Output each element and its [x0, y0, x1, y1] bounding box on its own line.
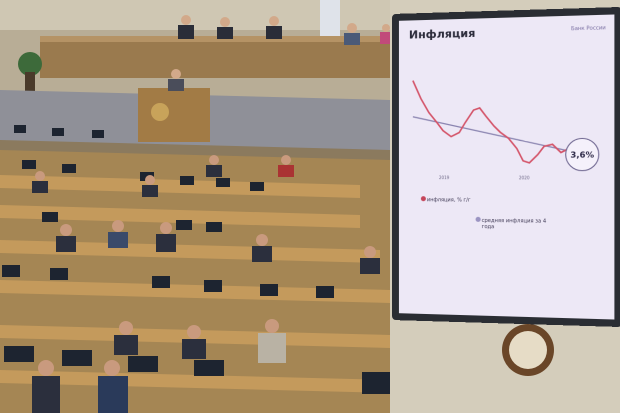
- value-badge-text: 3,6%: [570, 150, 594, 159]
- legend-dot-inflation: [421, 196, 426, 201]
- average-inflation-line: [413, 115, 576, 153]
- legend-dot-average: [476, 217, 481, 222]
- display-screen: Инфляция Банк России 2019 2020 3,6% инфл…: [392, 7, 620, 327]
- legend-average: средняя инфляция за 4 года: [482, 218, 555, 231]
- inflation-chart: [399, 14, 620, 327]
- inflation-series-line: [413, 78, 576, 163]
- tick-label: 2019: [439, 175, 449, 180]
- tick-label: 2020: [519, 175, 530, 180]
- value-badge: 3,6%: [565, 138, 599, 171]
- legend-inflation: инфляция, % г/г: [427, 197, 488, 203]
